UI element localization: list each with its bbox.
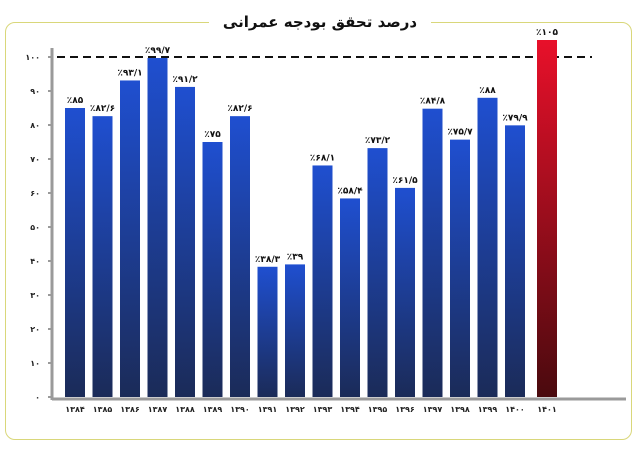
- data-label: ٪۸۵: [67, 96, 84, 106]
- y-tick-label: ۱۰۰: [25, 53, 40, 62]
- bar: [230, 116, 250, 397]
- data-label: ٪۷۹/۹: [502, 113, 528, 123]
- chart-title-wrap: درصد تحقق بودجه عمرانی: [0, 12, 640, 31]
- x-tick-label: ۱۳۸۵: [93, 405, 113, 414]
- bar: [175, 86, 195, 398]
- data-label: ٪۷۵: [204, 130, 221, 140]
- bar: [450, 139, 470, 397]
- data-label: ٪۷۵/۷: [447, 128, 473, 138]
- y-tick-label: ۰: [35, 393, 40, 402]
- x-tick-label: ۱۳۹۴: [340, 405, 360, 414]
- x-tick-label: ۱۳۹۲: [285, 405, 305, 414]
- data-label: ٪۵۸/۴: [337, 186, 363, 196]
- data-label: ٪۷۳/۲: [365, 136, 391, 146]
- data-label: ٪۸۴/۸: [420, 97, 446, 107]
- x-tick-label: ۱۳۸۷: [148, 405, 168, 414]
- bar: [65, 108, 85, 397]
- x-tick-label: ۱۳۹۹: [478, 405, 498, 414]
- x-tick-label: ۱۳۹۷: [423, 405, 443, 414]
- x-tick-label: ۱۴۰۰: [505, 405, 525, 414]
- bar: [147, 58, 168, 398]
- data-label: ٪۹۱/۲: [172, 75, 198, 85]
- data-label: ٪۶۱/۵: [392, 176, 418, 186]
- x-tick-label: ۱۳۹۸: [450, 405, 470, 414]
- y-tick-label: ۲۰: [30, 325, 40, 334]
- bar: [422, 108, 443, 398]
- bar: [340, 198, 360, 397]
- x-tick-label: ۱۳۸۹: [203, 405, 223, 414]
- bar: [537, 40, 557, 397]
- bar: [120, 80, 140, 398]
- y-tick-label: ۳۰: [30, 291, 40, 300]
- y-tick-label: ۵۰: [30, 223, 40, 232]
- bar: [505, 125, 525, 397]
- bar: [395, 187, 415, 397]
- bar: [202, 142, 223, 397]
- x-tick-label: ۱۳۸۶: [120, 405, 140, 414]
- x-tick-label: ۱۳۹۵: [368, 405, 388, 414]
- data-label: ٪۳۸/۳: [255, 255, 281, 265]
- x-tick-label: ۱۳۹۶: [395, 405, 415, 414]
- x-tick-label: ۱۳۸۴: [65, 405, 85, 414]
- y-tick-label: ۶۰: [30, 189, 40, 198]
- x-tick-label: ۱۳۹۳: [313, 405, 333, 414]
- data-label: ٪۸۲/۶: [227, 104, 252, 114]
- data-label: ٪۶۸/۱: [310, 153, 335, 163]
- bar: [367, 148, 388, 397]
- data-label: ٪۳۹: [287, 252, 304, 262]
- y-tick-label: ۴۰: [30, 257, 40, 266]
- y-tick-label: ۷۰: [30, 155, 40, 164]
- x-tick-label: ۱۳۹۱: [258, 405, 278, 414]
- data-label: ٪۹۹/۷: [145, 46, 171, 56]
- bar: [312, 165, 333, 397]
- chart-title: درصد تحقق بودجه عمرانی: [208, 13, 432, 31]
- y-tick-label: ۱۰: [30, 359, 40, 368]
- data-label: ٪۸۸: [479, 86, 496, 96]
- bar: [285, 264, 305, 397]
- dash-gap: [533, 55, 537, 59]
- data-label: ٪۸۲/۶: [90, 104, 115, 114]
- bar: [257, 266, 278, 397]
- y-tick-label: ۹۰: [30, 87, 40, 96]
- x-tick-label: ۱۳۹۰: [230, 405, 250, 414]
- bar: [477, 97, 498, 398]
- y-tick-label: ۸۰: [30, 121, 40, 130]
- data-label: ٪۹۳/۱: [117, 68, 142, 78]
- x-tick-label: ۱۴۰۱: [537, 405, 557, 414]
- x-tick-label: ۱۳۸۸: [175, 405, 195, 414]
- data-label: ٪۱۰۵: [536, 28, 558, 38]
- bar: [92, 116, 113, 397]
